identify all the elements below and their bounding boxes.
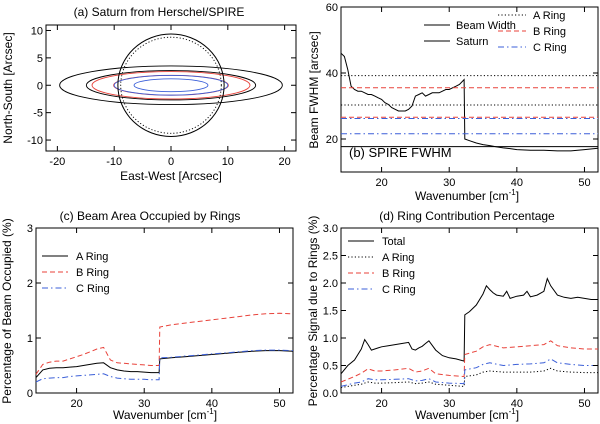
panel-d-title: (d) Ring Contribution Percentage bbox=[379, 209, 555, 223]
panel-d: (d) Ring Contribution Percentage 20 30 40 5… bbox=[306, 209, 599, 422]
panel-d-ytick-label: 0.0 bbox=[323, 388, 338, 400]
panel-d-series-b-ring bbox=[340, 340, 598, 383]
panel-a-xtick-label: 10 bbox=[222, 156, 234, 168]
panel-b-xtick-label: 30 bbox=[443, 177, 455, 189]
panel-c-legend-label-c-ring: C Ring bbox=[76, 283, 110, 295]
panel-d-ytick-label: 3.0 bbox=[323, 223, 338, 235]
panel-b-legend-label-c-ring: C Ring bbox=[533, 42, 567, 54]
panel-a-marks bbox=[59, 33, 283, 137]
panel-b-ticks: 20 30 40 50 20 40 60 bbox=[326, 2, 598, 189]
panel-d-ytick-label: 2.0 bbox=[323, 278, 338, 290]
panel-a-ytick-label: 5 bbox=[37, 53, 43, 65]
panel-c-plot-frame bbox=[35, 227, 294, 394]
panel-d-ytick-label: 1.5 bbox=[323, 306, 338, 318]
panel-c: (c) Beam Area Occupied by Rings 20 30 40 50… bbox=[0, 209, 294, 422]
panel-b-ytick-label: 60 bbox=[326, 2, 338, 14]
panel-d-ytick-label: 0.5 bbox=[323, 361, 338, 373]
panel-c-xtick-label: 30 bbox=[138, 398, 150, 410]
ring-b-ring-outer bbox=[91, 71, 251, 100]
panel-c-legend-label-b-ring: B Ring bbox=[76, 267, 109, 279]
panel-c-xtick-label: 40 bbox=[206, 398, 218, 410]
panel-c-series-b-ring bbox=[35, 312, 294, 375]
panel-d-plot-frame bbox=[340, 227, 599, 394]
panel-c-marks bbox=[35, 312, 294, 383]
panel-b-xtick-label: 20 bbox=[375, 177, 387, 189]
panel-d-legend-label-a-ring: A Ring bbox=[382, 252, 414, 264]
panel-a-xtick-label: -10 bbox=[106, 156, 122, 168]
panel-c-legend: A Ring B Ring C Ring bbox=[42, 251, 110, 295]
panel-a-title: (a) Saturn from Herschel/SPIRE bbox=[74, 5, 245, 19]
panel-c-ytick-label: 3 bbox=[27, 223, 33, 235]
panel-a-plot-frame bbox=[45, 24, 297, 152]
ring-a-ring-inner bbox=[85, 70, 257, 101]
panel-d-xtick-label: 50 bbox=[578, 398, 590, 410]
panel-b-ylabel: Beam FWHM [arcsec] bbox=[307, 31, 321, 148]
panel-b-ytick-label: 40 bbox=[326, 68, 338, 80]
panel-b-legend: A Ring B Ring C Ring Beam Width Saturn bbox=[424, 10, 567, 54]
panel-c-ylabel: Percentage of Beam Occupied (%) bbox=[0, 218, 14, 403]
ring-c-ring-inner bbox=[133, 78, 209, 93]
panel-a-ylabel: North-South [Arcsec] bbox=[1, 32, 15, 143]
panel-a-ticks: -20 -10 0 10 20 -10 -5 0 5 10 bbox=[27, 25, 296, 168]
saturn-disk bbox=[117, 33, 225, 137]
panel-a-ytick-label: 0 bbox=[37, 80, 43, 92]
panel-c-ytick-label: 0 bbox=[27, 388, 33, 400]
panel-c-ytick-label: 1 bbox=[27, 333, 33, 345]
panel-c-ticks: 20 30 40 50 0 1 2 3 bbox=[27, 223, 293, 410]
ring-a-ring-outer bbox=[59, 65, 283, 106]
panel-a-xtick-label: -20 bbox=[49, 156, 65, 168]
panel-c-xlabel: Wavenumber [cm-1] bbox=[113, 407, 217, 422]
panel-a-xtick-label: 0 bbox=[168, 156, 174, 168]
panel-a-xtick-label: 20 bbox=[279, 156, 291, 168]
panel-a-ytick-label: -10 bbox=[27, 135, 43, 147]
panel-b-marks bbox=[340, 52, 599, 152]
panel-a: (a) Saturn from Herschel/SPIRE -20 -10 0 10… bbox=[1, 5, 297, 183]
panel-b: 20 30 40 50 20 40 60 (b) SPIRE FWHM A Ring B Ri… bbox=[307, 2, 599, 203]
panel-c-legend-label-a-ring: A Ring bbox=[76, 251, 108, 263]
panel-c-xtick-label: 50 bbox=[273, 398, 285, 410]
panel-d-legend: Total A Ring B Ring C Ring bbox=[348, 236, 416, 296]
panel-b-xtick-label: 50 bbox=[578, 177, 590, 189]
panel-d-legend-label-c-ring: C Ring bbox=[382, 284, 416, 296]
panel-c-ytick-label: 2 bbox=[27, 278, 33, 290]
panel-d-legend-label-total: Total bbox=[382, 236, 405, 248]
panel-b-series-beam-width bbox=[340, 52, 599, 152]
panel-b-xlabel: Wavenumber [cm-1] bbox=[415, 188, 519, 203]
panel-d-legend-label-b-ring: B Ring bbox=[382, 268, 415, 280]
panel-b-legend-label-a-ring: A Ring bbox=[533, 10, 565, 22]
panel-b-legend-label-beam-width: Beam Width bbox=[456, 20, 516, 32]
panel-b-xtick-label: 40 bbox=[511, 177, 523, 189]
saturn-disk-dotted bbox=[120, 36, 222, 134]
panel-d-ytick-label: 1.0 bbox=[323, 333, 338, 345]
panel-d-series-total bbox=[340, 277, 598, 375]
panel-d-xtick-label: 40 bbox=[511, 398, 523, 410]
panel-b-legend-label-saturn: Saturn bbox=[456, 36, 488, 48]
panel-d-marks bbox=[340, 277, 598, 388]
panel-b-ytick-label: 20 bbox=[326, 134, 338, 146]
panel-c-series-c-ring bbox=[35, 349, 294, 383]
panel-d-xlabel: Wavenumber [cm-1] bbox=[415, 407, 519, 422]
panel-b-legend-label-b-ring: B Ring bbox=[533, 26, 566, 38]
panel-a-ytick-label: 10 bbox=[31, 25, 43, 37]
ring-c-ring-outer bbox=[113, 74, 229, 96]
panel-d-ylabel: Percentage Signal due to Rings (%) bbox=[306, 216, 320, 407]
panel-c-title: (c) Beam Area Occupied by Rings bbox=[60, 209, 241, 223]
panel-a-ytick-label: -5 bbox=[33, 108, 43, 120]
panel-a-xlabel: East-West [Arcsec] bbox=[120, 169, 222, 183]
panel-b-plot-frame bbox=[340, 6, 599, 173]
panel-b-title: (b) SPIRE FWHM bbox=[349, 145, 452, 160]
panel-c-series-a-ring bbox=[35, 350, 294, 378]
panel-c-xtick-label: 20 bbox=[70, 398, 82, 410]
panel-d-ytick-label: 2.5 bbox=[323, 251, 338, 263]
panel-d-xtick-label: 30 bbox=[443, 398, 455, 410]
panel-d-ticks: 20 30 40 50 0.0 0.5 1.0 1.5 2.0 2.5 3.0 bbox=[323, 223, 598, 410]
panel-d-series-c-ring bbox=[340, 358, 598, 387]
panel-d-xtick-label: 20 bbox=[375, 398, 387, 410]
